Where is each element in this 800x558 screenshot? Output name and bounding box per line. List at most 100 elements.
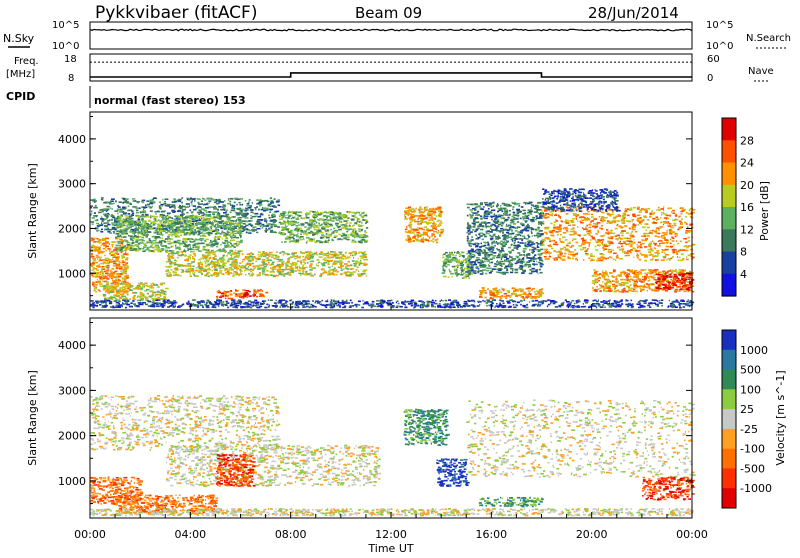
scatter-cell [344,263,348,265]
scatter-cell [220,209,222,211]
scatter-cell [164,241,167,243]
scatter-cell [221,220,224,222]
scatter-cell [437,221,439,223]
scatter-cell [164,222,168,224]
scatter-cell [181,197,183,199]
scatter-cell [472,226,475,228]
scatter-cell [350,254,351,256]
scatter-cell [209,242,213,244]
scatter-cell [122,260,123,262]
scatter-cell [489,290,492,292]
scatter-cell [172,257,175,259]
scatter-cell [298,256,301,258]
scatter-cell [508,217,510,219]
scatter-cell [92,282,95,284]
scatter-cell [210,246,213,248]
scatter-cell [256,292,257,294]
scatter-cell [117,295,120,297]
scatter-cell [154,232,156,234]
scatter-cell [270,220,273,222]
scatter-cell [160,220,162,222]
scatter-cell [215,220,217,222]
scatter-cell [230,222,231,224]
scatter-cell [243,229,246,231]
scatter-cell [486,256,489,258]
scatter-cell [185,206,189,208]
scatter-cell [186,212,188,214]
scatter-cell [510,220,514,222]
scatter-cell [129,218,132,220]
scatter-cell [336,225,339,227]
scatter-cell [211,222,214,224]
scatter-cell [159,228,160,230]
scatter-cell [125,252,126,254]
scatter-cell [164,201,166,203]
scatter-cell [288,213,289,215]
scatter-cell [192,224,194,226]
scatter-cell [354,222,357,224]
scatter-cell [165,247,168,249]
scatter-cell [107,275,111,277]
scatter-cell [267,208,268,210]
scatter-cell [520,235,522,237]
scatter-cell [406,239,407,241]
scatter-cell [198,243,202,245]
scatter-cell [435,215,437,217]
scatter-cell [351,234,355,236]
scatter-cell [143,246,146,248]
scatter-cell [197,206,200,208]
scatter-cell [146,200,148,202]
scatter-cell [92,258,96,260]
scatter-cell [422,241,425,243]
scatter-cell [168,269,169,271]
scatter-cell [349,222,351,224]
scatter-cell [263,255,267,257]
scatter-cell [190,223,192,225]
scatter-cell [541,292,542,294]
scatter-cell [364,235,367,237]
date-title: 28/Jun/2014 [588,4,679,22]
nave-tick-bottom: 0 [707,73,713,84]
scatter-cell [366,227,368,229]
scatter-cell [120,283,123,285]
scatter-cell [93,241,96,243]
scatter-cell [117,258,118,260]
scatter-cell [186,271,190,273]
scatter-cell [247,203,250,205]
scatter-cell [454,269,457,271]
scatter-cell [262,271,265,273]
scatter-cell [163,297,165,299]
scatter-cell [185,241,187,243]
scatter-cell [408,241,410,243]
scatter-cell [188,199,190,201]
scatter-cell [312,211,314,213]
scatter-cell [272,254,275,256]
scatter-cell [106,246,110,248]
scatter-cell [203,246,205,248]
scatter-cell [343,256,347,258]
scatter-cell [404,214,405,216]
scatter-cell [151,287,154,289]
scatter-cell [218,217,220,219]
scatter-cell [299,237,301,239]
scatter-cell [211,199,212,201]
scatter-cell [487,242,489,244]
scatter-cell [352,260,355,262]
scatter-cell [291,224,294,226]
scatter-cell [176,232,178,234]
scatter-cell [317,219,318,221]
scatter-cell [216,297,218,299]
scatter-cell [128,213,131,215]
scatter-cell [424,226,428,228]
scatter-cell [318,229,321,231]
scatter-cell [127,294,129,296]
scatter-cell [476,221,479,223]
scatter-cell [286,241,287,243]
scatter-cell [101,267,103,269]
scatter-cell [324,271,327,273]
scatter-cell [414,229,418,231]
scatter-cell [304,252,305,254]
scatter-cell [212,253,216,255]
scatter-cell [201,200,203,202]
scatter-cell [407,211,410,213]
